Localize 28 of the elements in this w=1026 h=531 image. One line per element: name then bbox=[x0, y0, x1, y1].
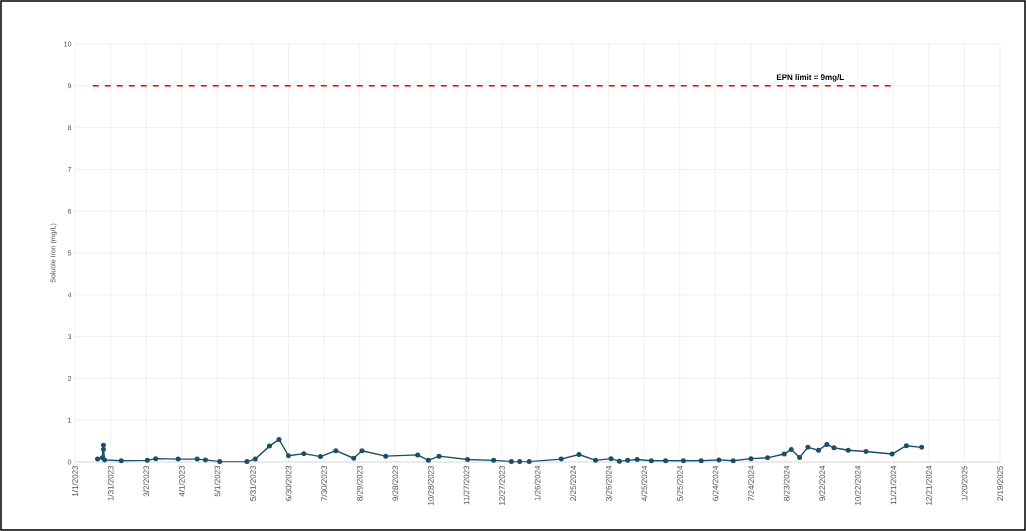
x-tick-label: 10/28/2023 bbox=[427, 465, 434, 505]
x-tick-label: 6/24/2024 bbox=[712, 465, 719, 501]
x-tick-label: 7/30/2023 bbox=[321, 465, 327, 501]
x-tick-label: 12/21/2024 bbox=[925, 465, 932, 505]
x-tick-label: 7/24/2024 bbox=[748, 465, 754, 501]
x-tick-label: 1/20/2025 bbox=[961, 465, 968, 501]
x-tick-label: 5/1/2023 bbox=[214, 465, 221, 497]
ref-line-label: EPN limit = 9mg/L bbox=[776, 74, 844, 82]
x-tick-label: 1/26/2024 bbox=[534, 465, 541, 501]
x-tick-label: 5/31/2023 bbox=[249, 465, 256, 501]
x-tick-label: 6/30/2023 bbox=[285, 465, 292, 501]
x-tick-label: 3/26/2024 bbox=[605, 465, 612, 501]
x-tick-label: 4/25/2024 bbox=[641, 465, 648, 501]
x-tick-label: 5/25/2024 bbox=[676, 465, 683, 501]
x-tick-label: 11/27/2023 bbox=[463, 465, 470, 505]
x-tick-label: 2/19/2025 bbox=[997, 465, 1003, 501]
x-tick-label: 9/22/2024 bbox=[819, 465, 826, 501]
x-tick-label: 12/27/2023 bbox=[498, 465, 505, 505]
x-tick-label: 3/2/2023 bbox=[143, 465, 150, 497]
x-tick-label: 1/31/2023 bbox=[107, 465, 114, 501]
x-tick-label: 4/1/2023 bbox=[178, 465, 185, 497]
x-tick-label: 9/28/2023 bbox=[392, 465, 399, 501]
x-tick-label: 10/22/2024 bbox=[854, 465, 861, 505]
x-tick-label: 11/21/2024 bbox=[890, 465, 897, 505]
x-tick-label: 1/1/2023 bbox=[72, 465, 78, 497]
x-tick-label: 2/25/2024 bbox=[570, 465, 577, 501]
x-tick-label: 8/29/2023 bbox=[356, 465, 363, 501]
x-tick-label: 8/23/2024 bbox=[783, 465, 790, 501]
